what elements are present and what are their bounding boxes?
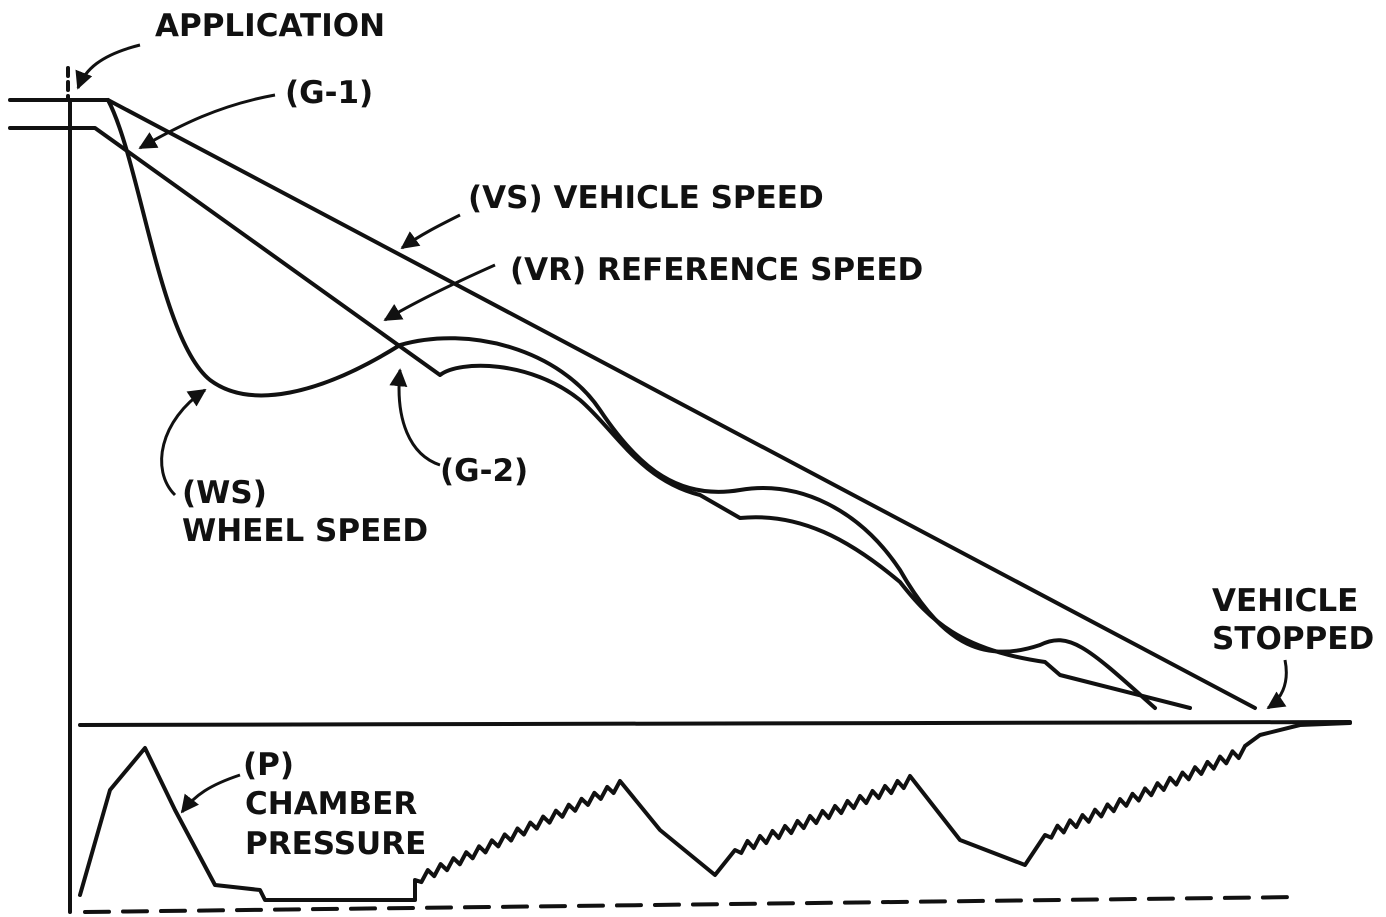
label: STOPPED [1212,621,1374,657]
arrow [400,213,461,250]
arrow [383,263,496,322]
label: VEHICLE [1212,583,1358,619]
label: (P) [243,747,294,783]
label: (VS) VEHICLE SPEED [468,180,824,216]
label: (G-2) [440,453,528,489]
zero-pressure-line [83,895,1302,914]
baseline [78,720,1352,727]
label: CHAMBER [245,786,417,822]
arrow [389,368,441,467]
arrow [180,773,241,814]
label: APPLICATION [155,8,385,44]
arrow [75,43,141,90]
label: PRESSURE [245,826,426,862]
label: (G-1) [285,75,373,111]
arrow [1266,659,1288,710]
label: (WS) [182,475,267,511]
label: (VR) REFERENCE SPEED [510,252,923,288]
wheel-speed-curve [106,98,1157,710]
label: WHEEL SPEED [182,513,428,549]
arrow [160,388,207,497]
arrow [138,93,276,150]
pressure-curve [78,721,1352,902]
